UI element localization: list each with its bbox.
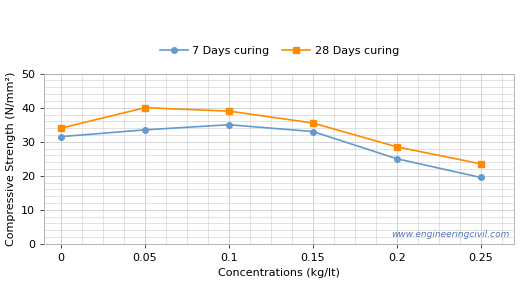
7 Days curing xyxy=(58,135,64,138)
Line: 7 Days curing: 7 Days curing xyxy=(58,122,484,180)
7 Days curing xyxy=(310,130,316,133)
7 Days curing xyxy=(226,123,232,126)
Legend: 7 Days curing, 28 Days curing: 7 Days curing, 28 Days curing xyxy=(155,42,404,61)
7 Days curing xyxy=(142,128,148,131)
28 Days curing xyxy=(394,145,400,149)
7 Days curing xyxy=(478,176,484,179)
Line: 28 Days curing: 28 Days curing xyxy=(58,105,484,167)
28 Days curing xyxy=(310,121,316,125)
X-axis label: Concentrations (kg/lt): Concentrations (kg/lt) xyxy=(218,268,340,278)
28 Days curing xyxy=(478,162,484,166)
Text: www.engineeringcivil.com: www.engineeringcivil.com xyxy=(392,230,510,239)
28 Days curing xyxy=(142,106,148,109)
7 Days curing xyxy=(394,157,400,160)
28 Days curing xyxy=(226,109,232,113)
28 Days curing xyxy=(58,126,64,130)
Y-axis label: Compressive Strength (N/mm²): Compressive Strength (N/mm²) xyxy=(6,72,16,246)
